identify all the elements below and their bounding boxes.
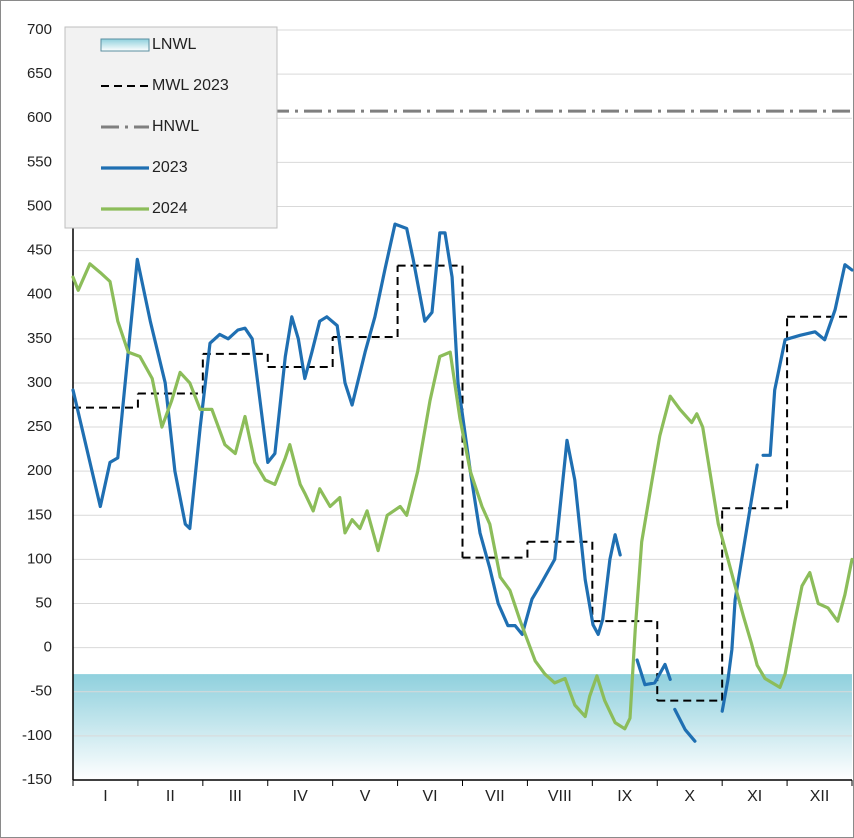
y-tick-label: 400 — [27, 286, 52, 303]
y-tick-label: -100 — [22, 727, 52, 744]
x-tick-label: II — [166, 788, 175, 805]
x-tick-label: XII — [810, 788, 830, 805]
y-tick-label: 300 — [27, 374, 52, 391]
series-line — [71, 262, 854, 731]
y-tick-label: -150 — [22, 771, 52, 788]
legend: LNWL MWL 2023 HNWL 2023 2024 — [64, 26, 278, 229]
x-tick-label: VI — [422, 788, 437, 805]
x-tick-label: XI — [747, 788, 762, 805]
x-tick-label: I — [103, 788, 107, 805]
y-tick-label: -50 — [30, 683, 52, 700]
x-tick-label: VIII — [548, 788, 572, 805]
y-tick-label: 150 — [27, 506, 52, 523]
legend-box — [64, 26, 278, 229]
y-tick-label: 600 — [27, 109, 52, 126]
legend-label: 2023 — [152, 159, 188, 176]
x-tick-label: IX — [617, 788, 632, 805]
legend-label: HNWL — [152, 118, 199, 135]
x-tick-label: IV — [293, 788, 308, 805]
x-tick-label: III — [229, 788, 242, 805]
y-tick-label: 700 — [27, 21, 52, 38]
y-tick-label: 450 — [27, 242, 52, 259]
legend-label: 2024 — [152, 200, 188, 217]
y-tick-label: 550 — [27, 153, 52, 170]
legend-swatch — [100, 38, 150, 52]
x-tick-label: VII — [485, 788, 505, 805]
y-tick-label: 0 — [44, 639, 52, 656]
y-tick-label: 500 — [27, 197, 52, 214]
x-tick-label: V — [360, 788, 371, 805]
y-tick-label: 650 — [27, 65, 52, 82]
lnwl-band — [73, 674, 852, 780]
x-tick-label: X — [684, 788, 695, 805]
series-line — [71, 222, 854, 743]
y-tick-label: 200 — [27, 462, 52, 479]
legend-label: MWL 2023 — [152, 77, 229, 94]
legend-label: LNWL — [152, 36, 197, 53]
y-tick-label: 250 — [27, 418, 52, 435]
y-tick-label: 50 — [35, 594, 52, 611]
y-tick-label: 350 — [27, 330, 52, 347]
y-tick-label: 100 — [27, 550, 52, 567]
